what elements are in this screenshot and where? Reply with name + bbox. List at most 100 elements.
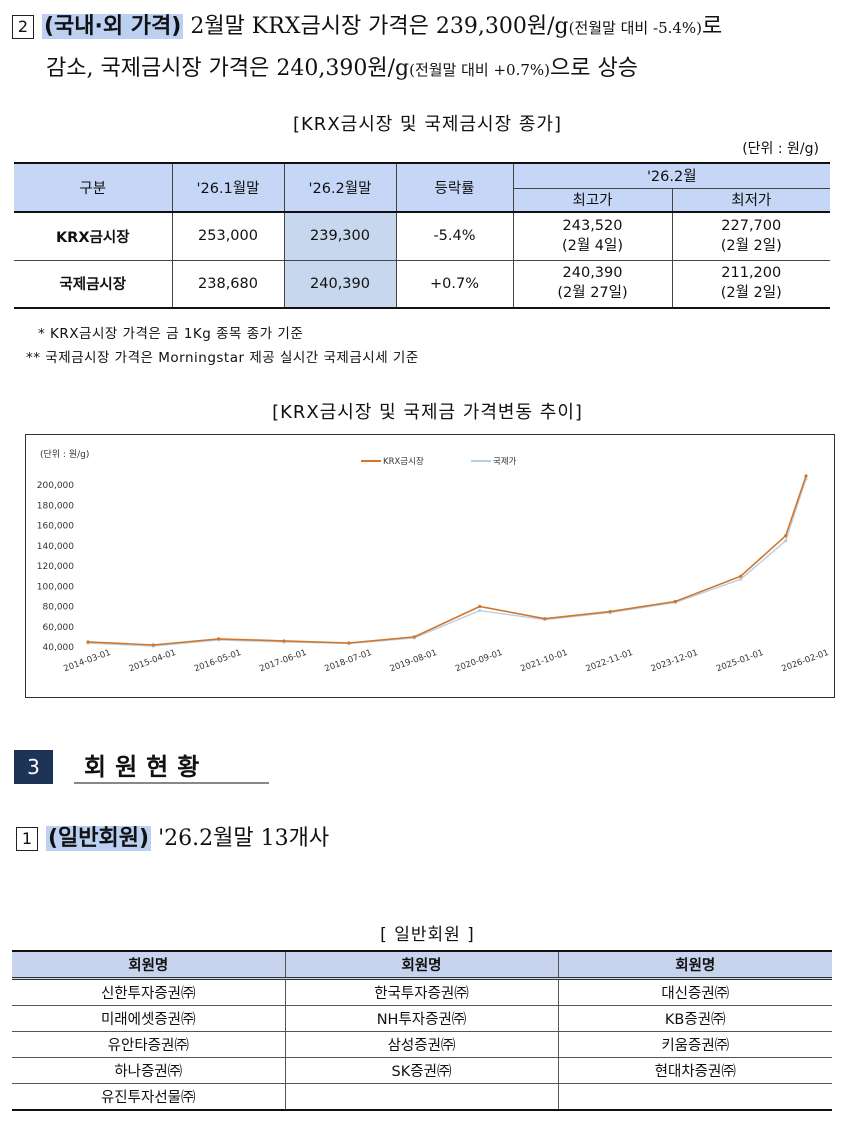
member-cell: 삼성증권㈜ (284, 1031, 559, 1058)
members-table-caption: [ 일반회원 ] (380, 925, 475, 945)
point-krx (412, 635, 416, 639)
point-krx (151, 643, 155, 647)
y-tick-label: 120,000 (37, 562, 74, 572)
member-cell: 키움증권㈜ (557, 1031, 832, 1058)
member-cell (557, 1083, 832, 1111)
x-tick-label: 2025-01-01 (715, 648, 765, 674)
point-krx (608, 609, 612, 614)
header-member: 회원명 (557, 950, 832, 980)
header-high: 최고가 (513, 187, 673, 213)
y-tick-label: 80,000 (43, 603, 75, 613)
intro-line2-end: 으로 상승 (550, 56, 638, 81)
intro-line1-small: (전월말 대비 -5.4%) (568, 19, 703, 37)
point-krx (673, 599, 677, 604)
x-tick-label: 2026-02-01 (780, 648, 830, 674)
high-value: 240,390 (562, 265, 623, 282)
price-table: 구분 '26.1월말 '26.2월말 등락률 '26.2월 최고가 최저가 KR… (14, 162, 830, 309)
x-tick-label: 2022-11-01 (585, 648, 635, 674)
cell-jan: 253,000 (171, 211, 285, 261)
member-cell: 대신증권㈜ (557, 978, 832, 1006)
intro-line-1: 2 (국내·외 가격) 2월말 KRX금시장 가격은 239,300원/g(전월말… (12, 8, 722, 40)
cell-low: 211,200 (2월 2일) (671, 259, 830, 309)
member-cell: 한국투자증권㈜ (284, 978, 559, 1006)
section-underline (74, 782, 269, 784)
point-krx (86, 640, 90, 644)
cell-high: 240,390 (2월 27일) (512, 259, 673, 309)
x-tick-label: 2021-10-01 (519, 648, 569, 674)
high-value: 243,520 (562, 217, 623, 234)
header-member: 회원명 (284, 950, 559, 980)
chart-caption: [KRX금시장 및 국제금 가격변동 추이] (272, 402, 583, 423)
point-intl (478, 608, 482, 613)
y-tick-label: 100,000 (37, 582, 74, 592)
point-krx (739, 574, 743, 578)
low-value: 211,200 (721, 265, 782, 282)
cell-jan: 238,680 (171, 259, 285, 309)
low-value: 227,700 (721, 217, 782, 234)
intro-tag: (국내·외 가격) (42, 14, 184, 39)
point-krx (282, 639, 286, 643)
note-2: ** 국제금시장 가격은 Morningstar 제공 실시간 국제금시세 기준 (26, 350, 419, 366)
header-category: 구분 (14, 162, 173, 213)
member-cell: NH투자증권㈜ (284, 1005, 559, 1032)
high-date: (2월 27일) (557, 285, 628, 302)
section-title: 회원현황 (84, 753, 209, 781)
x-tick-label: 2019-08-01 (389, 648, 439, 674)
members-count-text: '26.2월말 13개사 (158, 826, 330, 851)
header-jan: '26.1월말 (171, 162, 285, 213)
x-tick-label: 2018-07-01 (323, 648, 373, 674)
point-krx (478, 604, 482, 609)
cell-low: 227,700 (2월 2일) (671, 211, 830, 261)
y-tick-label: 40,000 (43, 643, 75, 653)
header-change: 등락률 (395, 162, 514, 213)
member-cell: 하나증권㈜ (12, 1057, 286, 1084)
chart-unit-label: (단위 : 원/g) (40, 449, 89, 460)
cell-change: +0.7% (395, 259, 514, 309)
members-intro: 1 (일반회원) '26.2월말 13개사 (16, 820, 329, 852)
x-tick-label: 2015-04-01 (128, 648, 178, 674)
price-table-caption: [KRX금시장 및 국제금시장 종가] (292, 114, 562, 135)
point-intl (784, 539, 788, 543)
member-cell: 유안타증권㈜ (12, 1031, 286, 1058)
legend-label: 국제가 (493, 457, 517, 467)
intro-line2-small: (전월말 대비 +0.7%) (409, 61, 551, 79)
row-name: 국제금시장 (14, 259, 173, 309)
intro-line1-text: 2월말 KRX금시장 가격은 239,300원/g (190, 14, 569, 39)
point-krx (216, 637, 221, 641)
members-table: 회원명 회원명 회원명 신한투자증권㈜ 한국투자증권㈜ 대신증권㈜ 미래에셋증권㈜ N… (12, 950, 832, 1111)
unit-label: (단위 : 원/g) (742, 141, 819, 157)
low-date: (2월 2일) (720, 285, 782, 302)
cell-high: 243,520 (2월 4일) (512, 211, 673, 261)
member-cell (284, 1083, 559, 1111)
members-tag: (일반회원) (46, 826, 152, 851)
legend-label: KRX금시장 (383, 456, 424, 467)
y-tick-label: 160,000 (37, 522, 74, 532)
x-tick-label: 2020-09-01 (454, 648, 504, 674)
member-cell: SK증권㈜ (284, 1057, 559, 1084)
note-1: * KRX금시장 가격은 금 1Kg 종목 종가 기준 (38, 326, 304, 342)
x-tick-label: 2023-12-01 (650, 648, 700, 674)
section-header: 3 회원현황 (14, 750, 269, 784)
row-name: KRX금시장 (14, 211, 173, 261)
member-cell: 미래에셋증권㈜ (12, 1005, 286, 1032)
price-chart-svg: (단위 : 원/g) 40,000 60,000 80,000 100,000 120,0… (37, 449, 830, 674)
header-feb: '26.2월말 (283, 162, 397, 213)
point-krx (784, 534, 788, 538)
header-low: 최저가 (671, 187, 830, 213)
member-cell: 유진투자선물㈜ (12, 1083, 286, 1111)
section-number: 3 (14, 750, 53, 784)
cell-feb: 240,390 (283, 259, 397, 309)
header-member: 회원명 (12, 950, 286, 980)
y-tick-label: 200,000 (37, 481, 74, 491)
point-krx (543, 617, 547, 621)
intro-line1-end: 로 (702, 14, 723, 39)
cell-feb: 239,300 (283, 211, 397, 261)
high-date: (2월 4일) (561, 237, 624, 254)
intro-line2-text: 감소, 국제금시장 가격은 240,390원/g (46, 56, 410, 81)
x-tick-label: 2017-06-01 (258, 648, 308, 674)
point-intl (739, 577, 743, 581)
item-number-box: 1 (16, 827, 38, 851)
y-tick-label: 140,000 (37, 542, 74, 552)
point-krx (804, 474, 808, 478)
intro-line-2: 감소, 국제금시장 가격은 240,390원/g(전월말 대비 +0.7%)으로… (46, 50, 638, 82)
